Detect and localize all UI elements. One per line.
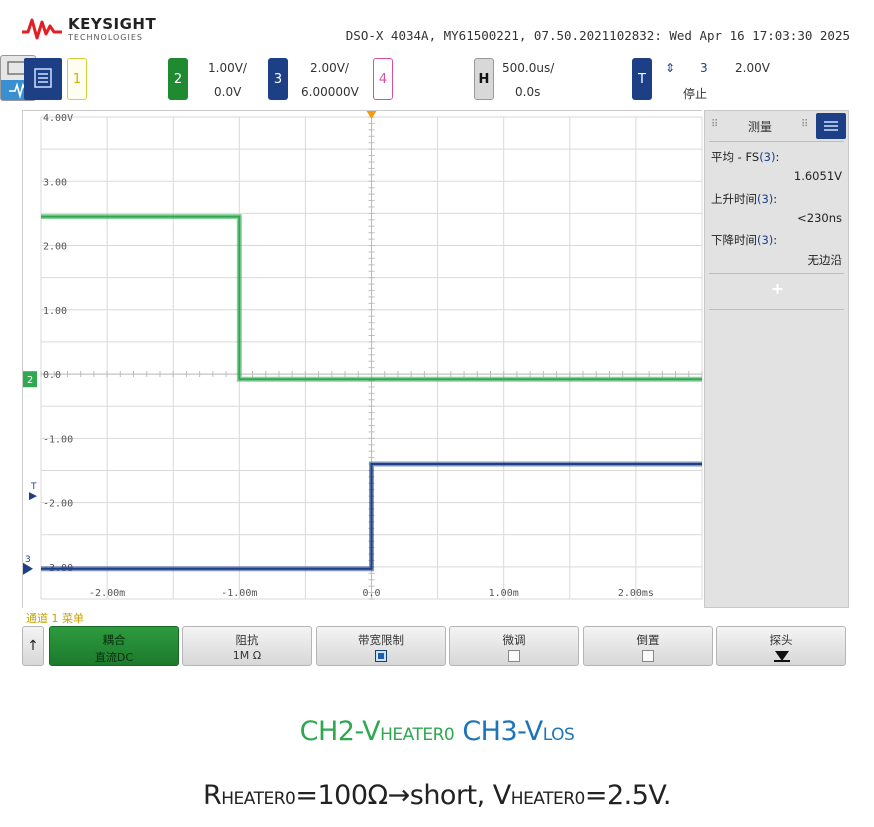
brand-name: KEYSIGHT — [68, 15, 157, 33]
y-tick-label: 0.0 — [43, 370, 61, 381]
measurement-value: <230ns — [797, 211, 842, 225]
main-menu-button[interactable] — [24, 58, 62, 100]
divider — [709, 273, 844, 274]
scope-info-text: DSO-X 4034A, MY61500221, 07.50.202110283… — [345, 28, 850, 43]
caption-end: =2.5V. — [584, 780, 672, 811]
channel-3-button[interactable]: 3 — [268, 58, 288, 100]
x-tick-label: 0.0 — [362, 588, 380, 599]
channel-1-button[interactable]: 1 — [67, 58, 87, 100]
grip-icon: ⠿ — [801, 119, 809, 130]
trigger-edge-icon: ⇕ — [665, 61, 676, 75]
softkey-value: 直流DC — [94, 651, 134, 664]
divider — [709, 141, 844, 142]
arrow-down-icon — [774, 651, 790, 662]
channel-4-button[interactable]: 4 — [373, 58, 393, 100]
caption-mid: =100Ω→short, V — [295, 780, 511, 811]
ch2-marker-label: 2 — [27, 375, 33, 386]
waveform-display[interactable]: 4.00V 3.00 2.00 1.00 0.0 -1.00 -2.00 -3.00 -2.00… — [22, 110, 703, 608]
measurement-label: 平均 - FS(3): — [711, 150, 780, 164]
softkey-value: 1M Ω — [232, 649, 262, 662]
trigger-position-marker — [366, 111, 377, 119]
ch3-scale: 2.00V/ — [310, 61, 349, 75]
figure-caption-line-2: RHEATER0=100Ω→short, VHEATER0=2.5V. — [0, 780, 874, 811]
measurement-title: 测量 — [747, 120, 772, 134]
header-bar: KEYSIGHT TECHNOLOGIES DSO-X 4034A, MY615… — [0, 0, 874, 55]
run-state: 停止 — [683, 87, 708, 101]
invert-checkbox[interactable] — [642, 650, 654, 662]
list-icon — [824, 121, 838, 131]
measurement-panel: ⠿ 测量 ⠿ 平均 - FS(3): 1.6051V 上升时间(3): <230… — [704, 110, 849, 608]
y-tick-label: 4.00V — [43, 113, 73, 124]
caption-ch2-sub: HEATER0 — [380, 725, 455, 745]
softkey-label: 微调 — [502, 633, 526, 647]
horizontal-delay: 0.0s — [515, 85, 541, 99]
caption-r: R — [202, 780, 222, 811]
figure-caption-line-1: CH2-VHEATER0 CH3-VLOS — [0, 716, 874, 747]
bandwidth-limit-softkey[interactable]: 带宽限制 — [316, 626, 446, 666]
fine-softkey[interactable]: 微调 — [449, 626, 579, 666]
softkey-label: 耦合 — [102, 633, 126, 647]
invert-softkey[interactable]: 倒置 — [583, 626, 713, 666]
waveform-chart: 4.00V3.002.001.000.0-1.00-2.00-3.00-2.00… — [23, 111, 703, 600]
brand-subtitle: TECHNOLOGIES — [68, 33, 143, 42]
measurement-label: 上升时间(3): — [711, 192, 778, 206]
add-measurement-button[interactable]: + — [770, 279, 785, 298]
coupling-softkey[interactable]: 耦合 直流DC — [49, 626, 179, 666]
menu-icon — [34, 68, 52, 88]
softkey-label: 探头 — [769, 633, 793, 647]
measurement-label: 下降时间(3): — [711, 233, 778, 247]
y-tick-label: 1.00 — [43, 306, 67, 317]
measurement-menu-button[interactable] — [816, 113, 846, 139]
divider — [709, 309, 844, 310]
trace-ch3 — [41, 463, 702, 570]
y-tick-label: 3.00 — [43, 177, 67, 188]
softkey-label: 倒置 — [636, 633, 660, 647]
ch3-marker-label: 3 — [25, 555, 31, 565]
measurement-value: 无边沿 — [807, 253, 843, 267]
trace-ch2 — [41, 215, 702, 381]
ch2-ground-marker — [23, 371, 37, 388]
softkey-label: 带宽限制 — [358, 633, 404, 647]
trigger-marker-label: T — [30, 482, 37, 492]
fine-checkbox[interactable] — [508, 650, 520, 662]
keysight-logo-icon — [22, 18, 62, 40]
y-tick-label: -2.00 — [43, 499, 73, 510]
caption-ch3-sub: LOS — [542, 725, 575, 745]
impedance-softkey[interactable]: 阻抗 1M Ω — [182, 626, 312, 666]
ch3-ground-marker — [23, 562, 33, 575]
ch3-offset: 6.00000V — [301, 85, 359, 99]
bandwidth-limit-checkbox[interactable] — [375, 650, 387, 662]
x-tick-label: 2.00ms — [618, 588, 654, 599]
channel-bar: 1 2 1.00V/ 0.0V 3 2.00V/ 6.00000V 4 H 50… — [0, 55, 874, 110]
softkey-label: 阻抗 — [235, 633, 259, 647]
trigger-button[interactable]: T — [632, 58, 652, 100]
trigger-level-marker — [29, 492, 37, 501]
trigger-source: 3 — [700, 61, 708, 75]
caption-r-sub: HEATER0 — [221, 789, 296, 809]
ch2-offset: 0.0V — [214, 85, 242, 99]
horizontal-button[interactable]: H — [474, 58, 494, 100]
x-tick-label: -1.00m — [221, 588, 257, 599]
horizontal-scale: 500.0us/ — [502, 61, 555, 75]
x-tick-label: -2.00m — [89, 588, 125, 599]
caption-ch3: CH3-V — [462, 716, 543, 747]
ch2-scale: 1.00V/ — [208, 61, 247, 75]
caption-v-sub: HEATER0 — [510, 789, 586, 809]
probe-softkey[interactable]: 探头 — [716, 626, 846, 666]
softkey-bar: ↑ 耦合 直流DC 阻抗 1M Ω 带宽限制 微调 倒置 探头 — [22, 626, 848, 668]
menu-caption: 通道 1 菜单 — [26, 612, 84, 625]
trigger-level: 2.00V — [735, 61, 770, 75]
channel-2-button[interactable]: 2 — [168, 58, 188, 100]
back-button[interactable]: ↑ — [22, 626, 44, 666]
y-tick-label: 2.00 — [43, 242, 67, 253]
y-tick-label: -1.00 — [43, 434, 73, 445]
x-tick-label: 1.00m — [489, 588, 519, 599]
grip-icon: ⠿ — [711, 119, 719, 130]
caption-ch2: CH2-V — [299, 716, 381, 747]
measurement-value: 1.6051V — [793, 169, 842, 183]
